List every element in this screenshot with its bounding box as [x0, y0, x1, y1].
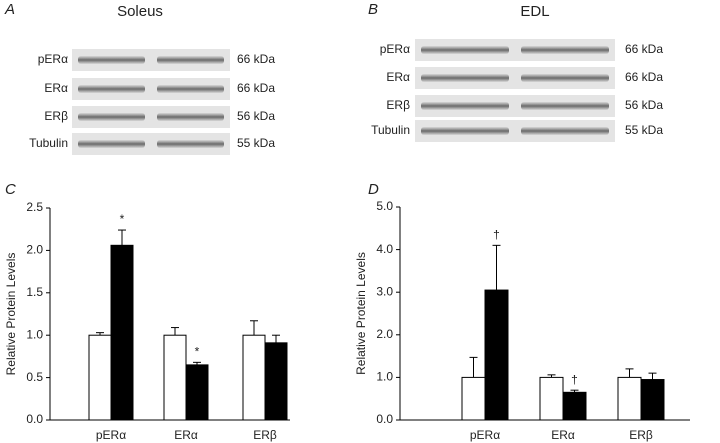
- blot-band: [521, 46, 609, 54]
- error-bar: [570, 389, 579, 393]
- blot-band: [78, 85, 145, 93]
- bar: [264, 342, 288, 421]
- y-tick-label: 0.5: [26, 370, 43, 384]
- blot-size: 55 kDa: [237, 136, 275, 150]
- bar: [461, 376, 486, 421]
- x-tick-label: pERα: [470, 428, 500, 442]
- blot-band: [157, 140, 224, 148]
- y-tick-label: 2.5: [26, 200, 43, 214]
- bar: [562, 391, 587, 421]
- bar: [185, 364, 209, 421]
- bar: [163, 334, 187, 421]
- significance-mark: *: [195, 345, 200, 359]
- blot-size: 66 kDa: [237, 81, 275, 95]
- error-bar: [547, 374, 556, 378]
- error-bar: [171, 327, 179, 336]
- significance-mark: †: [571, 372, 578, 386]
- blot-label: ERα: [386, 70, 410, 84]
- blot-band: [521, 102, 609, 110]
- y-tick-label: 2.0: [376, 327, 393, 341]
- blot-band: [157, 113, 224, 121]
- y-tick-label: 4.0: [376, 242, 393, 256]
- y-tick-label: 1.5: [26, 285, 43, 299]
- y-tick-label: 1.0: [26, 327, 43, 341]
- blot-size: 66 kDa: [625, 70, 663, 84]
- bar: [242, 334, 266, 421]
- blot-label: pERα: [380, 42, 410, 56]
- y-tick-label: 1.0: [376, 370, 393, 384]
- blot-label: Tubulin: [371, 123, 410, 137]
- blot-band: [157, 85, 224, 93]
- blot-band: [157, 56, 224, 64]
- blot-band: [421, 46, 509, 54]
- error-bar: [272, 334, 280, 343]
- blot-strip: [415, 95, 615, 117]
- blot-label: ERα: [44, 81, 68, 95]
- bar: [88, 334, 112, 421]
- error-bar: [118, 229, 126, 246]
- x-tick-label: ERα: [551, 428, 575, 442]
- blot-band: [421, 102, 509, 110]
- significance-mark: †: [493, 228, 500, 242]
- error-bar: [648, 372, 657, 380]
- x-tick-label: ERα: [174, 428, 198, 442]
- blot-band: [421, 127, 509, 135]
- y-axis-label: Relative Protein Levels: [354, 252, 368, 375]
- blot-strip: [415, 39, 615, 61]
- y-tick-label: 3.0: [376, 284, 393, 298]
- blot-strip: [72, 133, 230, 155]
- blot-label: ERβ: [44, 109, 68, 123]
- blot-strip: [415, 67, 615, 89]
- panel-letter: A: [4, 1, 15, 18]
- blot-size: 55 kDa: [625, 123, 663, 137]
- blot-label: ERβ: [386, 98, 410, 112]
- panel-letter: B: [368, 1, 378, 18]
- blot-strip: [72, 106, 230, 128]
- panel-title: Soleus: [117, 3, 163, 20]
- x-tick-label: pERα: [96, 428, 126, 442]
- error-bar: [193, 361, 201, 365]
- bar: [539, 376, 564, 421]
- panel-title: EDL: [520, 3, 549, 20]
- x-tick-label: ERβ: [629, 428, 653, 442]
- y-tick-label: 5.0: [376, 199, 393, 213]
- blot-strip: [415, 120, 615, 142]
- error-bar: [250, 320, 258, 336]
- bar: [484, 289, 509, 421]
- blot-size: 56 kDa: [625, 98, 663, 112]
- significance-mark: *: [120, 212, 125, 226]
- bar: [617, 376, 642, 421]
- error-bar: [625, 368, 634, 378]
- blot-label: Tubulin: [29, 136, 68, 150]
- blot-band: [421, 74, 509, 82]
- blot-strip: [72, 78, 230, 100]
- blot-band: [521, 127, 609, 135]
- error-bar: [492, 244, 501, 291]
- blot-label: pERα: [38, 52, 68, 66]
- error-bar: [469, 356, 478, 378]
- blot-size: 56 kDa: [237, 109, 275, 123]
- panel-letter: D: [368, 181, 379, 198]
- blot-band: [78, 140, 145, 148]
- bar: [110, 244, 134, 421]
- x-tick-label: ERβ: [253, 428, 277, 442]
- bar: [640, 379, 665, 421]
- error-bar: [96, 332, 104, 336]
- panel-letter: C: [5, 181, 16, 198]
- blot-strip: [72, 49, 230, 71]
- y-tick-label: 0.0: [376, 412, 393, 426]
- y-axis-label: Relative Protein Levels: [4, 253, 18, 376]
- y-tick-label: 0.0: [26, 412, 43, 426]
- blot-band: [521, 74, 609, 82]
- blot-size: 66 kDa: [625, 42, 663, 56]
- y-tick-label: 2.0: [26, 243, 43, 257]
- blot-band: [78, 56, 145, 64]
- blot-band: [78, 113, 145, 121]
- blot-size: 66 kDa: [237, 52, 275, 66]
